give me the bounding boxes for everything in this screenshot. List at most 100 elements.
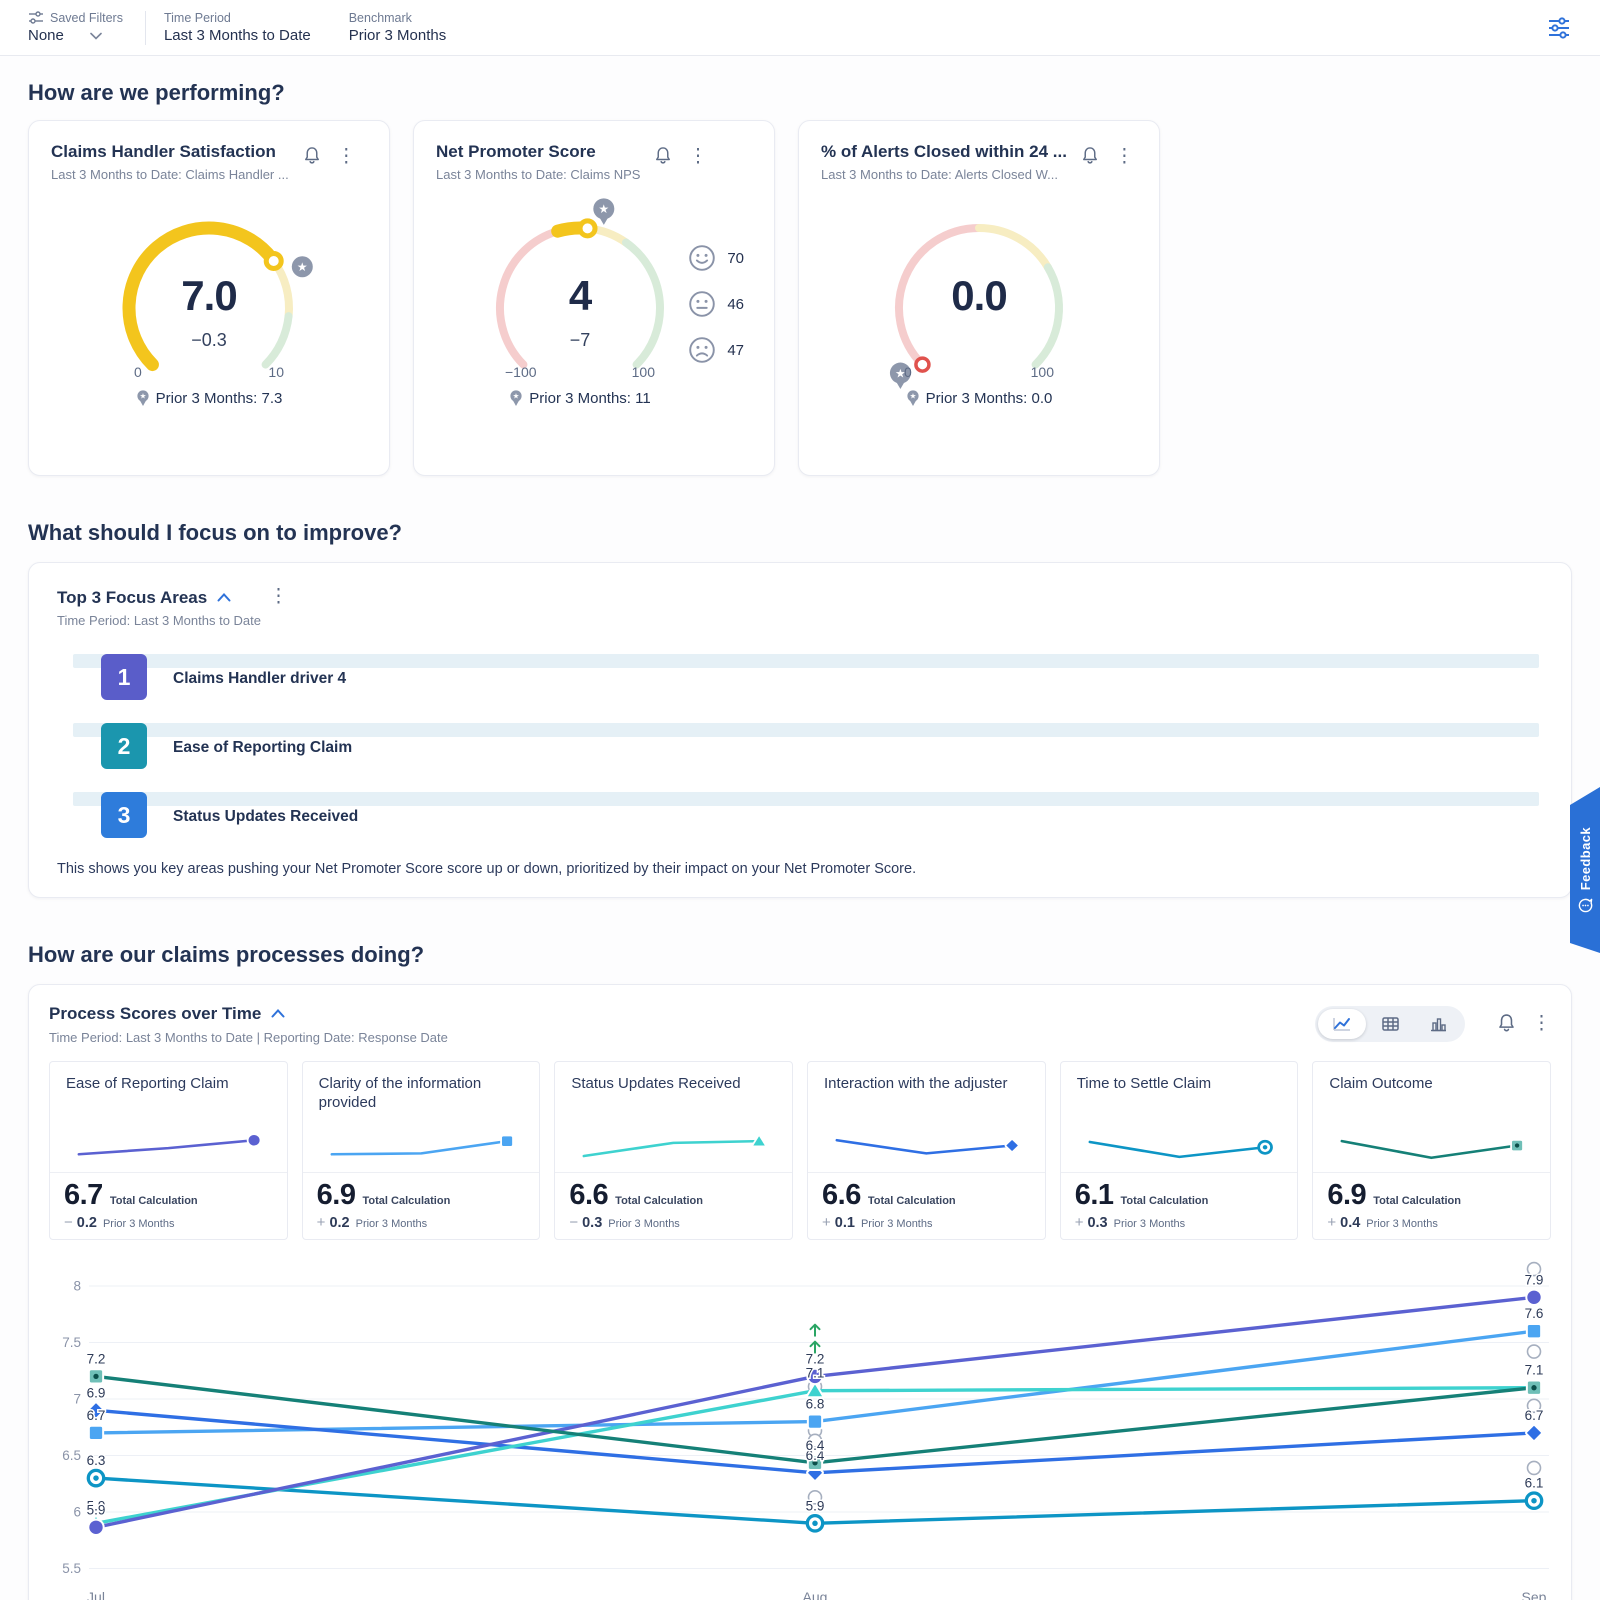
benchmark-pin-icon: ★ xyxy=(509,390,523,407)
kebab-menu-button[interactable]: ⋮ xyxy=(1114,145,1134,167)
metric-tile-claim-outcome[interactable]: Claim Outcome 6.9 Total Calculation +0.4 P… xyxy=(1312,1060,1552,1240)
svg-text:6.7: 6.7 xyxy=(87,1407,106,1422)
kpi-card-claims-handler-satisfaction: Claims Handler Satisfaction Last 3 Month… xyxy=(28,120,390,476)
gauge-benchmark-text: Prior 3 Months: 0.0 xyxy=(925,390,1053,408)
bar-chart-view-toggle[interactable] xyxy=(1414,1009,1462,1039)
svg-text:5.5: 5.5 xyxy=(62,1561,81,1576)
svg-text:Aug: Aug xyxy=(803,1589,828,1600)
section-heading-processes: How are our claims processes doing? xyxy=(28,942,425,968)
svg-text:Sep: Sep xyxy=(1522,1589,1547,1600)
svg-text:★: ★ xyxy=(139,392,146,401)
sparkline xyxy=(66,1114,271,1170)
collapse-chevron-up-icon[interactable] xyxy=(271,1009,285,1018)
kpi-subtitle: Last 3 Months to Date: Claims NPS xyxy=(436,167,641,183)
svg-text:6.8: 6.8 xyxy=(806,1396,825,1411)
svg-text:7.1: 7.1 xyxy=(1525,1362,1544,1377)
process-card-subtitle: Time Period: Last 3 Months to Date | Rep… xyxy=(49,1029,448,1045)
svg-text:Jul: Jul xyxy=(87,1589,105,1600)
svg-text:6.9: 6.9 xyxy=(87,1385,106,1400)
svg-text:6.4: 6.4 xyxy=(806,1447,825,1462)
process-metric-tiles: Ease of Reporting Claim 6.7 Total Calcula… xyxy=(49,1060,1552,1240)
sad-face-icon xyxy=(687,335,717,365)
svg-text:6.3: 6.3 xyxy=(87,1453,106,1468)
rank-badge: 3 xyxy=(101,792,147,839)
nps-breakdown: 70 46 47 xyxy=(687,243,744,365)
svg-text:6.5: 6.5 xyxy=(62,1448,81,1463)
svg-text:★: ★ xyxy=(598,202,609,216)
process-scores-chart[interactable]: 8 7.5 7 6.5 6 5.5 Jul Aug Sep 6.7 6.8 7.6 6.9 6.4 6.7 6… xyxy=(49,1256,1551,1600)
divider xyxy=(144,10,146,45)
sparkline xyxy=(1077,1114,1282,1170)
focus-card-subtitle: Time Period: Last 3 Months to Date xyxy=(57,613,262,629)
promoters-count: 70 xyxy=(727,249,744,267)
gauge-delta: −7 xyxy=(569,330,591,351)
benchmark-pin-icon: ★ xyxy=(906,390,920,407)
line-chart-view-toggle[interactable] xyxy=(1318,1008,1366,1039)
kebab-menu-button[interactable]: ⋮ xyxy=(688,145,708,167)
kebab-menu-button[interactable]: ⋮ xyxy=(269,586,289,607)
svg-text:7.6: 7.6 xyxy=(1525,1306,1544,1321)
svg-text:7.1: 7.1 xyxy=(1525,1362,1544,1377)
focus-area-row-1[interactable]: 1 Claims Handler driver 4 xyxy=(57,654,1543,701)
collapse-chevron-up-icon[interactable] xyxy=(217,593,231,602)
chevron-down-icon xyxy=(90,32,102,40)
saved-filters-select[interactable]: None xyxy=(28,27,123,44)
focus-row-bar xyxy=(73,723,1539,738)
gauge-value: 7.0 xyxy=(181,272,237,320)
table-icon xyxy=(1381,1015,1400,1033)
kpi-title: % of Alerts Closed within 24 ... xyxy=(821,142,1067,161)
focus-area-row-2[interactable]: 2 Ease of Reporting Claim xyxy=(57,723,1543,770)
focus-row-bar xyxy=(73,792,1539,807)
svg-text:5.9: 5.9 xyxy=(87,1502,106,1517)
alert-bell-button[interactable] xyxy=(648,141,678,171)
sparkline xyxy=(1329,1114,1534,1170)
section-heading-focus: What should I focus on to improve? xyxy=(28,520,402,545)
focus-area-row-3[interactable]: 3 Status Updates Received xyxy=(57,792,1543,839)
gauge-value: 4 xyxy=(568,272,592,320)
metric-tile-clarity[interactable]: Clarity of the information provided 6.9 T… xyxy=(301,1060,541,1240)
metric-tile-status-updates[interactable]: Status Updates Received 6.6 Total Calcula… xyxy=(554,1060,794,1240)
svg-text:7.2: 7.2 xyxy=(806,1351,825,1366)
focus-card-title: Top 3 Focus Areas xyxy=(57,588,208,607)
svg-text:5.9: 5.9 xyxy=(806,1498,825,1513)
metric-tile-time-to-settle[interactable]: Time to Settle Claim 6.1 Total Calculatio… xyxy=(1059,1060,1299,1240)
alert-bell-button[interactable] xyxy=(1075,141,1105,171)
kpi-title: Claims Handler Satisfaction xyxy=(51,142,276,161)
svg-text:7.2: 7.2 xyxy=(87,1351,106,1366)
rank-badge: 2 xyxy=(101,723,147,770)
gauge-benchmark-text: Prior 3 Months: 7.3 xyxy=(155,390,283,408)
feedback-bubble-icon xyxy=(1578,898,1593,913)
gauge-min-label: 0 xyxy=(134,364,142,381)
benchmark-filter[interactable]: Benchmark Prior 3 Months xyxy=(348,11,447,44)
svg-text:5.9: 5.9 xyxy=(87,1498,106,1513)
gauge-benchmark-text: Prior 3 Months: 11 xyxy=(529,390,651,408)
svg-text:★: ★ xyxy=(895,367,906,381)
metric-tile-adjuster-interaction[interactable]: Interaction with the adjuster 6.6 Total C… xyxy=(807,1060,1046,1240)
table-view-toggle[interactable] xyxy=(1366,1009,1414,1039)
time-period-filter[interactable]: Time Period Last 3 Months to Date xyxy=(163,11,311,44)
kebab-menu-button[interactable]: ⋮ xyxy=(1532,1013,1551,1035)
kebab-menu-button[interactable]: ⋮ xyxy=(336,145,356,167)
svg-text:8: 8 xyxy=(73,1278,81,1293)
feedback-button[interactable]: Feedback xyxy=(1570,787,1600,953)
happy-face-icon xyxy=(687,243,717,273)
focus-row-bar xyxy=(73,654,1539,669)
filter-icon xyxy=(28,11,44,25)
svg-text:6.7: 6.7 xyxy=(1525,1407,1544,1422)
nps-gauge: ★ xyxy=(460,188,700,390)
alert-bell-button[interactable] xyxy=(297,141,327,171)
svg-text:7.1: 7.1 xyxy=(806,1365,825,1380)
saved-filters-label: Saved Filters xyxy=(50,11,123,25)
sliders-icon xyxy=(1546,16,1572,40)
gauge-min-label: 0 xyxy=(904,364,912,381)
dashboard-settings-button[interactable] xyxy=(1542,12,1576,44)
rank-badge: 1 xyxy=(101,654,147,701)
focus-area-label: Status Updates Received xyxy=(173,808,359,826)
alert-bell-button[interactable] xyxy=(1491,1008,1522,1039)
top-focus-areas-card: Top 3 Focus Areas Time Period: Last 3 Mo… xyxy=(28,562,1572,899)
alerts-gauge: ★ xyxy=(859,188,1099,390)
metric-tile-ease-of-reporting[interactable]: Ease of Reporting Claim 6.7 Total Calcula… xyxy=(49,1060,288,1240)
filter-bar: Saved Filters None Time Period Last 3 Mo… xyxy=(0,0,1600,56)
focus-card-footnote: This shows you key areas pushing your Ne… xyxy=(57,861,917,878)
bar-chart-icon xyxy=(1429,1015,1448,1033)
